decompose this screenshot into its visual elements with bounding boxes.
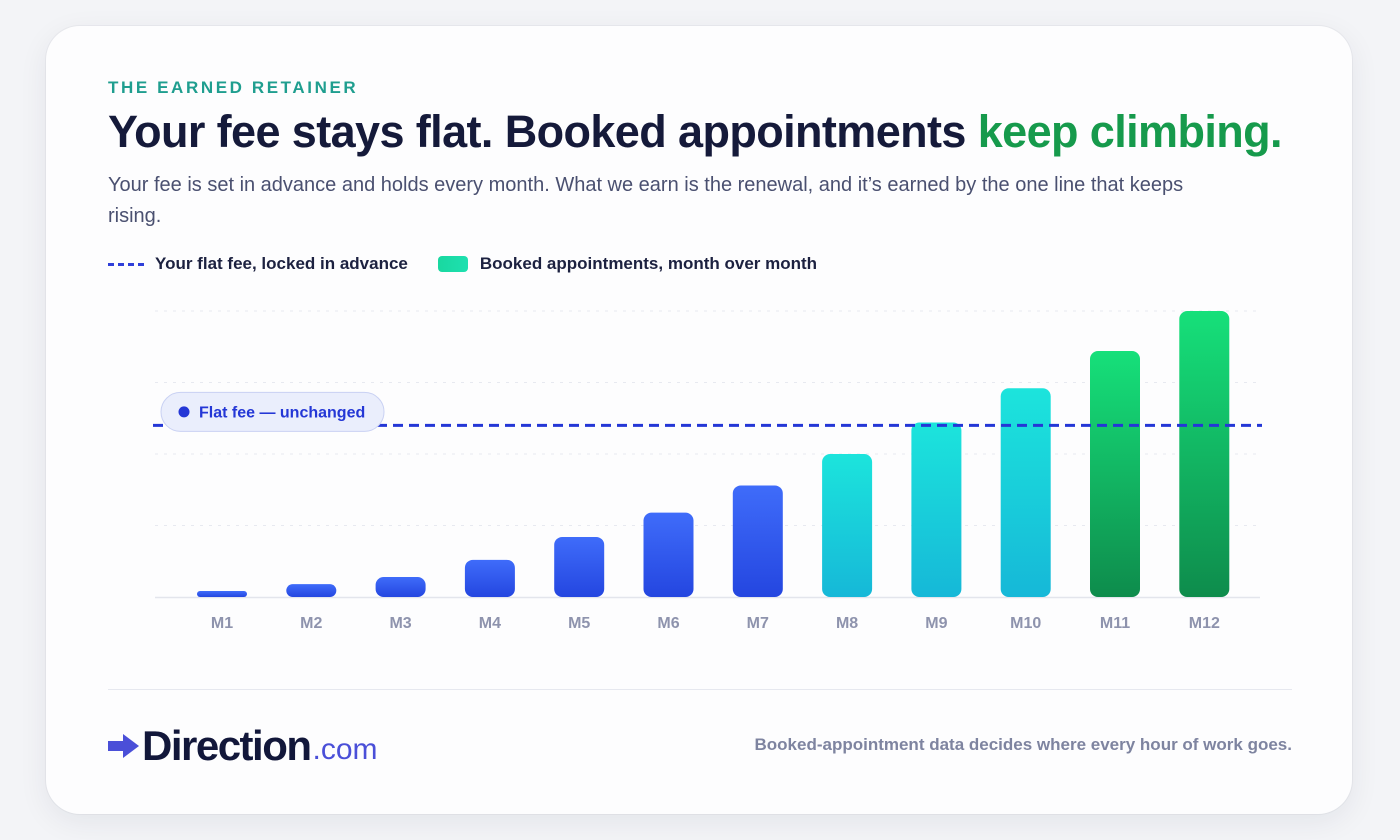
bar-m7	[732, 485, 783, 597]
reference-line-layer: Flat fee — unchanged	[153, 391, 1262, 432]
x-tick-labels: M1 M2 M3 M4 M5 M6 M7 M8 M9 M10 M11 M12	[211, 615, 1220, 632]
bar-m12	[1179, 311, 1230, 597]
x-tick-label: M11	[1100, 615, 1130, 632]
dot-icon	[178, 406, 190, 418]
bar-m3	[375, 576, 426, 597]
bar-m2	[286, 584, 337, 597]
logo-tld: .com	[312, 733, 378, 766]
x-tick-label: M2	[300, 615, 322, 632]
direction-logo: Direction .com	[108, 722, 378, 770]
headline-main: Your fee stays flat. Booked appointments	[108, 106, 978, 157]
bar-m9	[911, 422, 962, 597]
x-tick-label: M10	[1010, 615, 1041, 632]
x-tick-label: M8	[836, 615, 858, 632]
x-tick-label: M9	[925, 615, 947, 632]
headline-accent: keep climbing.	[977, 106, 1283, 157]
bar-m6	[643, 512, 694, 597]
legend-item-appointments: Booked appointments, month over month	[437, 254, 818, 274]
bar-m1	[197, 591, 247, 597]
bars-layer	[197, 311, 1230, 597]
chart-legend: Your flat fee, locked in advance Booked …	[108, 254, 847, 274]
bar-m8	[822, 454, 873, 597]
headline: Your fee stays flat. Booked appointments…	[108, 106, 1283, 158]
bar-m5	[554, 536, 605, 597]
flat-fee-label: Flat fee — unchanged	[199, 404, 365, 421]
subtitle: Your fee is set in advance and holds eve…	[108, 174, 1184, 227]
footer-note: Booked-appointment data decides where ev…	[754, 735, 1292, 754]
bar-m10	[1000, 388, 1051, 597]
bar-m4	[464, 559, 515, 597]
legend-label-appointments: Booked appointments, month over month	[479, 254, 818, 273]
eyebrow-label: THE EARNED RETAINER	[108, 78, 359, 97]
pill-background	[160, 391, 385, 432]
dashed-line-icon	[108, 262, 144, 266]
logo-wordmark: Direction	[142, 722, 312, 769]
x-tick-label: M12	[1189, 615, 1220, 632]
x-tick-label: M6	[657, 615, 679, 632]
arrow-icon	[108, 734, 139, 758]
flat-fee-label-pill: Flat fee — unchanged	[160, 391, 385, 432]
x-tick-label: M3	[389, 615, 411, 632]
x-tick-label: M7	[747, 615, 769, 632]
color-swatch-icon	[437, 256, 468, 272]
x-tick-label: M5	[568, 615, 590, 632]
footer-divider	[108, 689, 1292, 690]
legend-label-flat-fee: Your flat fee, locked in advance	[155, 254, 408, 273]
legend-item-flat-fee: Your flat fee, locked in advance	[108, 254, 408, 274]
grid-layer	[155, 310, 1260, 599]
x-tick-label: M1	[211, 615, 233, 632]
bar-m11	[1090, 351, 1140, 597]
x-tick-label: M4	[479, 615, 501, 632]
